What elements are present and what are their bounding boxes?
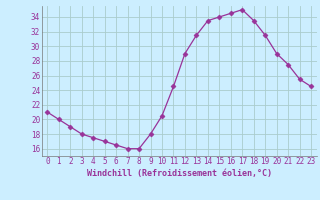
X-axis label: Windchill (Refroidissement éolien,°C): Windchill (Refroidissement éolien,°C) — [87, 169, 272, 178]
